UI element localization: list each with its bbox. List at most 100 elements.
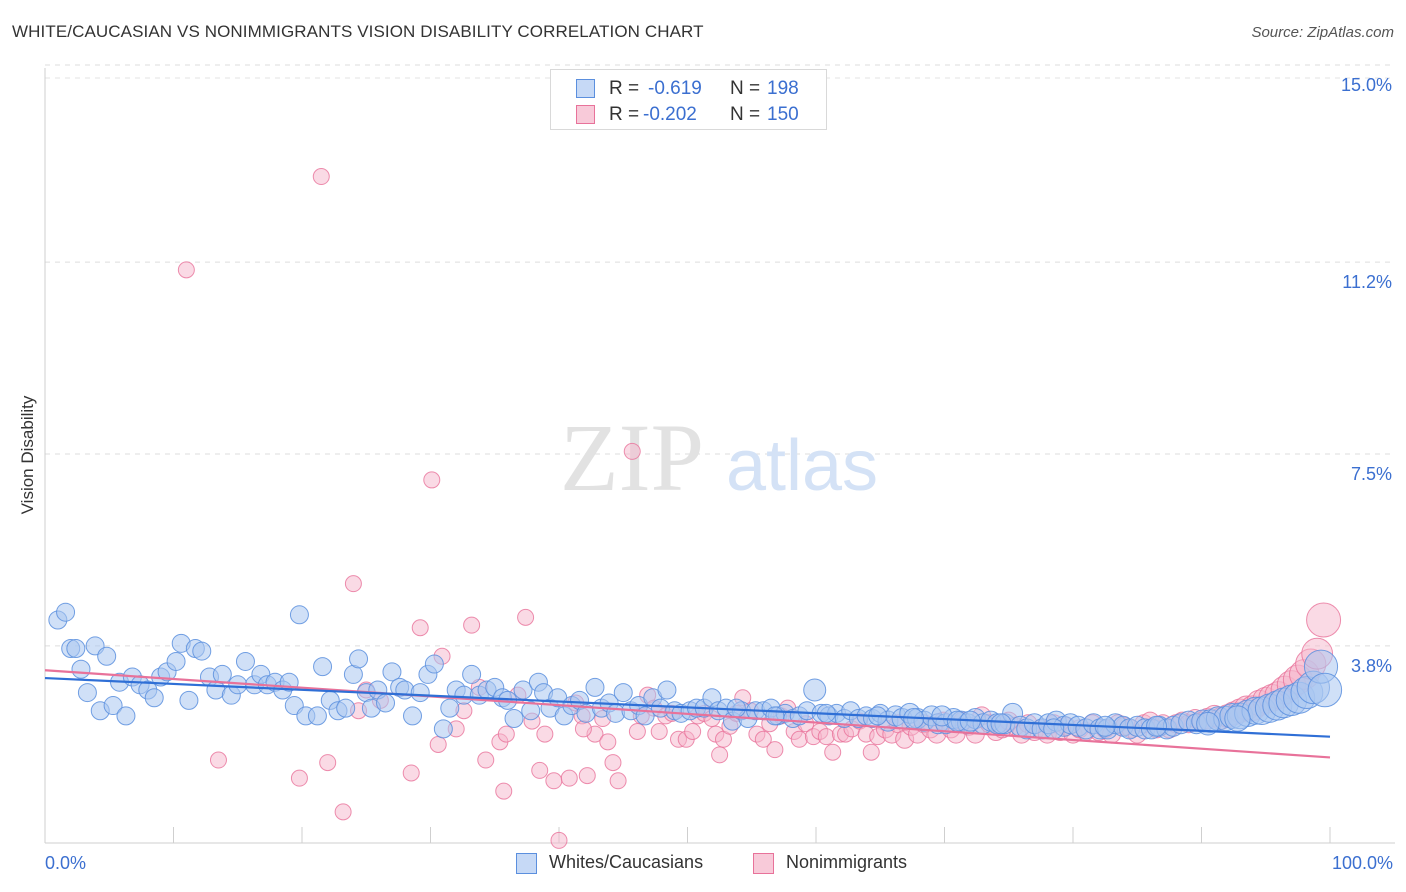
legend-r-label: R =: [609, 78, 640, 99]
data-point-whites: [1196, 711, 1220, 736]
data-point-whites: [613, 683, 633, 703]
data-point-whites: [433, 719, 453, 739]
data-point-nonimmigrants: [824, 743, 842, 761]
data-point-nonimmigrants: [411, 619, 429, 637]
legend-r-value: -0.202: [643, 104, 697, 125]
legend-n-label: N =: [730, 104, 761, 125]
data-point-whites: [424, 654, 444, 674]
data-point-whites: [462, 664, 482, 684]
bottom-legend-swatch-pink: [753, 853, 774, 874]
data-point-nonimmigrants: [574, 720, 592, 738]
data-point-nonimmigrants: [334, 803, 352, 821]
data-point-nonimmigrants: [550, 831, 568, 849]
data-point-whites: [440, 698, 460, 718]
legend-n-label: N =: [730, 78, 761, 99]
y-tick-label: 15.0%: [1341, 75, 1392, 95]
y-tick-label: 7.5%: [1351, 464, 1392, 484]
data-point-nonimmigrants: [312, 168, 330, 186]
data-point-nonimmigrants: [497, 725, 515, 743]
source-label: Source: ZipAtlas.com: [1251, 24, 1394, 41]
data-point-whites: [97, 646, 117, 666]
trend-line-nonimmigrants: [44, 669, 1331, 759]
data-point-nonimmigrants: [536, 725, 554, 743]
data-point-nonimmigrants: [477, 751, 495, 769]
data-point-nonimmigrants: [209, 751, 227, 769]
data-point-whites: [657, 680, 677, 700]
legend-n-value: 198: [767, 78, 799, 99]
legend-n-value: 150: [767, 104, 799, 125]
data-point-whites: [192, 641, 212, 661]
data-point-nonimmigrants: [684, 722, 702, 740]
data-point-nonimmigrants: [319, 754, 337, 772]
data-point-nonimmigrants: [1306, 602, 1342, 638]
data-point-whites: [289, 605, 309, 625]
data-point-nonimmigrants: [495, 782, 513, 800]
bottom-legend-swatch-blue: [516, 853, 537, 874]
data-point-nonimmigrants: [344, 575, 362, 593]
y-tick-label: 11.2%: [1342, 272, 1392, 292]
bottom-legend-label: Nonimmigrants: [786, 852, 908, 872]
data-point-whites: [521, 701, 541, 721]
data-point-nonimmigrants: [711, 746, 729, 764]
data-point-nonimmigrants: [862, 743, 880, 761]
data-point-nonimmigrants: [650, 722, 668, 740]
data-point-nonimmigrants: [623, 442, 641, 460]
data-point-whites: [504, 709, 524, 729]
data-point-whites: [803, 678, 827, 702]
data-point-whites: [349, 649, 369, 669]
legend-swatch-blue: [576, 79, 595, 98]
data-point-whites: [765, 706, 785, 726]
y-tick-label: 3.8%: [1351, 656, 1392, 676]
data-point-nonimmigrants: [545, 772, 563, 790]
data-point-whites: [212, 664, 232, 684]
x-tick-label: 0.0%: [45, 853, 86, 873]
data-point-whites: [313, 657, 333, 677]
data-point-nonimmigrants: [599, 733, 617, 751]
data-point-whites: [1043, 718, 1065, 740]
data-point-nonimmigrants: [790, 730, 808, 748]
data-point-nonimmigrants: [463, 616, 481, 634]
legend-r-label: R =: [609, 104, 640, 125]
data-point-whites: [116, 706, 136, 726]
data-point-whites: [103, 696, 123, 716]
data-point-nonimmigrants: [604, 754, 622, 772]
data-point-nonimmigrants: [754, 730, 772, 748]
watermark-atlas: atlas: [726, 426, 878, 506]
data-point-whites: [77, 683, 97, 703]
data-point-nonimmigrants: [290, 769, 308, 787]
chart-title: WHITE/CAUCASIAN VS NONIMMIGRANTS VISION …: [12, 22, 704, 41]
data-point-whites: [336, 698, 356, 718]
data-point-whites: [1146, 715, 1168, 737]
y-axis-label: Vision Disability: [18, 395, 37, 515]
data-point-whites: [726, 698, 746, 718]
data-point-nonimmigrants: [429, 735, 447, 753]
data-point-nonimmigrants: [609, 772, 627, 790]
data-point-nonimmigrants: [578, 767, 596, 785]
data-point-whites: [144, 688, 164, 708]
data-point-nonimmigrants: [517, 608, 535, 626]
data-point-whites: [403, 706, 423, 726]
data-point-whites: [585, 677, 605, 697]
data-point-whites: [179, 690, 199, 710]
data-point-nonimmigrants: [628, 722, 646, 740]
legend-swatch-pink: [576, 105, 595, 124]
data-point-whites: [71, 659, 91, 679]
bottom-legend-label: Whites/Caucasians: [549, 852, 704, 872]
data-point-whites: [56, 602, 76, 622]
data-point-nonimmigrants: [402, 764, 420, 782]
data-point-nonimmigrants: [423, 471, 441, 489]
data-point-nonimmigrants: [560, 769, 578, 787]
data-point-nonimmigrants: [531, 761, 549, 779]
data-point-whites: [990, 713, 1012, 735]
data-point-nonimmigrants: [177, 261, 195, 279]
data-point-nonimmigrants: [817, 728, 835, 746]
trend-line-whites: [44, 676, 1331, 738]
data-point-whites: [166, 651, 186, 671]
data-point-whites: [1224, 705, 1251, 732]
data-point-whites: [382, 662, 402, 682]
legend-r-value: -0.619: [648, 78, 702, 99]
data-point-whites: [66, 639, 86, 658]
data-point-whites: [376, 693, 396, 713]
correlation-legend: R = -0.619 N = 198 R = -0.202 N = 150: [550, 69, 827, 130]
